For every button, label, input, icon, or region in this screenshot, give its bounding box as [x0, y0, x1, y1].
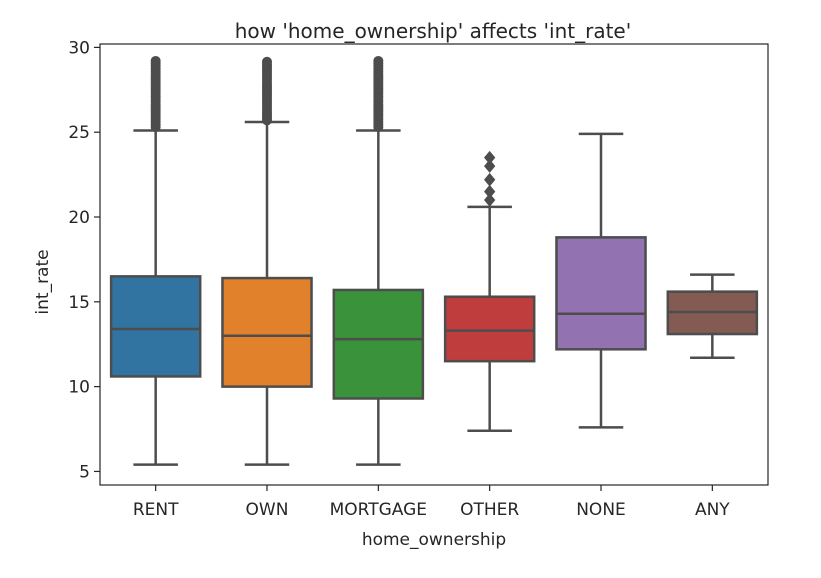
outlier-point: [484, 150, 496, 165]
outlier-point: [150, 55, 161, 66]
outlier-point: [484, 159, 496, 173]
box-other: [443, 150, 536, 432]
outlier-point: [373, 55, 384, 66]
box-any: [666, 273, 759, 360]
x-tick-label: RENT: [133, 500, 179, 520]
outlier-point: [484, 193, 496, 207]
y-tick-label: 15: [68, 293, 90, 313]
y-tick-label: 30: [68, 38, 90, 58]
plot-frame: [99, 43, 769, 486]
x-axis-label: home_ownership: [362, 530, 506, 550]
y-tick-label: 10: [68, 378, 90, 398]
box-mortgage: [332, 55, 425, 466]
box-own: [221, 56, 313, 466]
box-iqr: [332, 288, 425, 400]
x-tick-label: OWN: [246, 500, 289, 520]
box-iqr: [555, 236, 647, 351]
x-tick-label: OTHER: [460, 500, 519, 520]
y-tick-label: 20: [68, 208, 90, 228]
y-tick-label: 5: [79, 462, 90, 482]
y-tick-label: 25: [68, 123, 90, 143]
box-iqr: [109, 275, 202, 378]
x-tick-label: NONE: [576, 500, 626, 520]
box-iqr: [443, 295, 536, 363]
box-rent: [109, 55, 202, 466]
plot-area: [109, 55, 759, 466]
x-tick-label: ANY: [695, 500, 730, 520]
outlier-point: [484, 172, 496, 187]
outlier-point: [484, 184, 496, 199]
box-iqr: [221, 276, 313, 388]
box-none: [555, 132, 647, 429]
outlier-point: [262, 56, 272, 67]
x-tick-label: MORTGAGE: [330, 500, 427, 520]
chart-title: how 'home_ownership' affects 'int_rate': [235, 19, 631, 43]
y-axis-label: int_rate: [33, 249, 53, 314]
